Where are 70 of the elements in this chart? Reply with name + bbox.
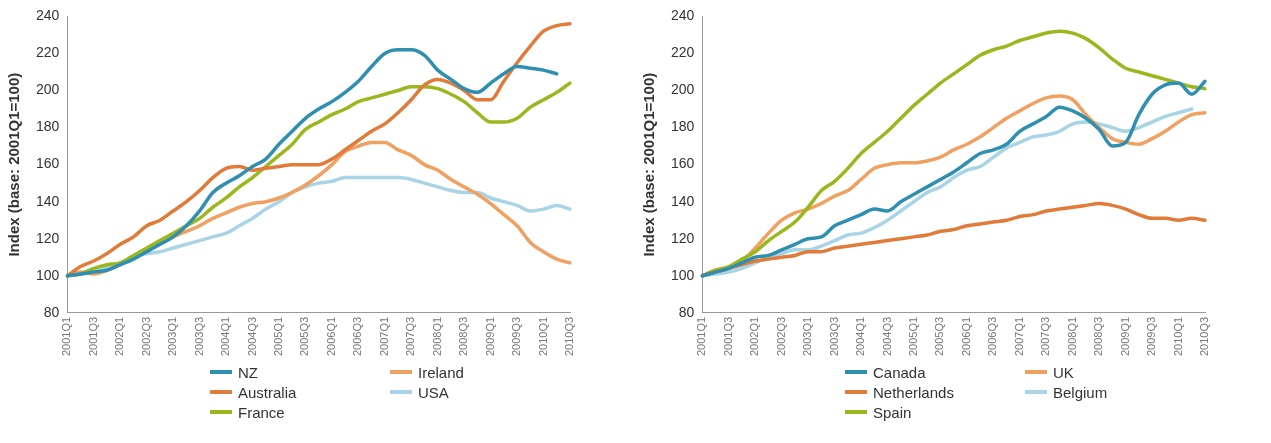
y-tick-label: 220 (36, 44, 60, 61)
y-tick-label: 160 (36, 155, 60, 172)
x-tick-label: 2002Q1 (113, 316, 126, 357)
x-tick-label: 2009Q1 (1118, 316, 1131, 357)
x-tick-label: 2006Q3 (986, 316, 999, 357)
x-tick-label: 2004Q3 (880, 316, 893, 357)
y-axis-title: Index (base: 2001Q1=100) (5, 72, 23, 257)
x-tick-label: 2003Q3 (192, 316, 205, 357)
x-tick-label: 2006Q1 (324, 316, 337, 357)
x-tick-label: 2005Q3 (933, 316, 946, 357)
x-tick-label: 2004Q1 (854, 316, 867, 357)
x-tick-label: 2005Q1 (907, 316, 920, 357)
y-tick-label: 100 (671, 266, 695, 283)
legend-label: Canada (873, 363, 926, 381)
y-tick-label: 220 (671, 44, 695, 61)
x-tick-label: 2002Q3 (139, 316, 152, 357)
x-tick-label: 2007Q1 (377, 316, 390, 357)
x-tick-label: 2005Q3 (298, 316, 311, 357)
x-tick-label: 2008Q3 (1092, 316, 1105, 357)
legend-label: Belgium (1053, 383, 1108, 401)
x-tick-label: 2006Q3 (351, 316, 364, 357)
y-tick-label: 180 (671, 118, 695, 135)
x-tick-label: 2005Q1 (272, 316, 285, 357)
legend-label: Spain (873, 403, 912, 421)
y-axis-title: Index (base: 2001Q1=100) (640, 72, 658, 257)
x-tick-label: 2001Q3 (721, 316, 734, 357)
x-tick-label: 2008Q1 (1065, 316, 1078, 357)
y-tick-label: 140 (671, 192, 695, 209)
x-tick-label: 2001Q1 (695, 316, 708, 357)
y-tick-label: 120 (36, 229, 60, 246)
legend-label: Ireland (418, 363, 464, 381)
x-tick-label: 2009Q3 (1145, 316, 1158, 357)
x-tick-label: 2002Q1 (748, 316, 761, 357)
x-tick-label: 2009Q3 (510, 316, 523, 357)
y-tick-label: 140 (36, 192, 60, 209)
legend-label: USA (418, 383, 449, 401)
x-tick-label: 2006Q1 (959, 316, 972, 357)
x-tick-label: 2008Q3 (457, 316, 470, 357)
x-tick-label: 2007Q3 (404, 316, 417, 357)
x-tick-label: 2007Q1 (1012, 316, 1025, 357)
legend-label: Netherlands (873, 383, 954, 401)
x-tick-label: 2003Q3 (827, 316, 840, 357)
x-tick-label: 2001Q3 (86, 316, 99, 357)
x-tick-label: 2008Q1 (430, 316, 443, 357)
x-tick-label: 2001Q1 (60, 316, 73, 357)
x-tick-label: 2010Q1 (1171, 316, 1184, 357)
legend-label: France (238, 403, 285, 421)
y-tick-label: 120 (671, 229, 695, 246)
y-tick-label: 200 (36, 81, 60, 98)
legend-label: UK (1053, 363, 1074, 381)
x-tick-label: 2003Q1 (166, 316, 179, 357)
x-tick-label: 2009Q1 (483, 316, 496, 357)
y-tick-label: 100 (36, 266, 60, 283)
legend-label: Australia (238, 383, 297, 401)
legend-label: NZ (238, 363, 258, 381)
x-tick-label: 2004Q1 (219, 316, 232, 357)
x-tick-label: 2010Q3 (563, 316, 576, 357)
y-tick-label: 240 (36, 7, 60, 24)
y-tick-label: 200 (671, 81, 695, 98)
x-tick-label: 2010Q1 (536, 316, 549, 357)
x-tick-label: 2007Q3 (1039, 316, 1052, 357)
x-tick-label: 2003Q1 (801, 316, 814, 357)
x-tick-label: 2004Q3 (245, 316, 258, 357)
x-tick-label: 2002Q3 (774, 316, 787, 357)
y-tick-label: 180 (36, 118, 60, 135)
y-tick-label: 80 (43, 303, 60, 320)
y-tick-label: 80 (678, 303, 695, 320)
y-tick-label: 240 (671, 7, 695, 24)
x-tick-label: 2010Q3 (1198, 316, 1211, 357)
y-tick-label: 160 (671, 155, 695, 172)
